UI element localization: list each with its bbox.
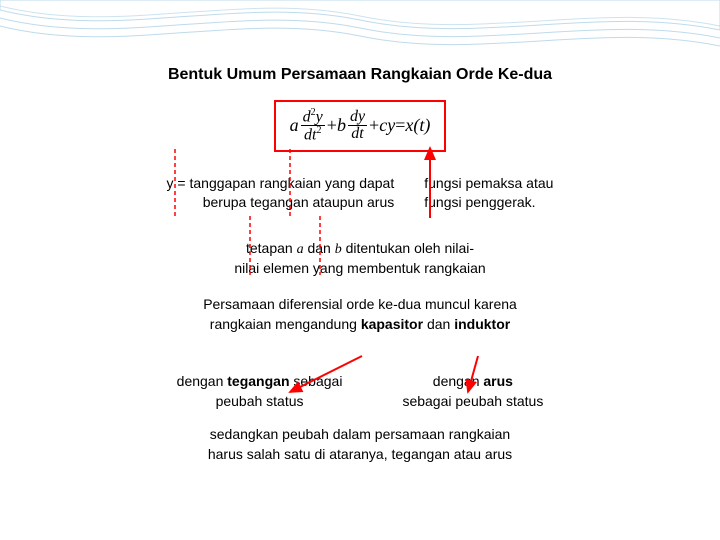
- induktor-text: induktor: [454, 316, 510, 332]
- final-l2: harus salah satu di ataranya, tegangan a…: [208, 446, 512, 462]
- force-l2: fungsi penggerak.: [424, 194, 535, 210]
- bl-1a: dengan: [177, 373, 228, 389]
- tegangan-status: dengan tegangan sebagai peubah status: [177, 372, 343, 411]
- paragraph-cap-ind: Persamaan diferensial orde ke-dua muncul…: [40, 295, 680, 334]
- plus1: +: [327, 115, 337, 136]
- force-l1: fungsi pemaksa atau: [424, 175, 553, 191]
- final-paragraph: sedangkan peubah dalam persamaan rangkai…: [40, 425, 680, 464]
- slide-title: Bentuk Umum Persamaan Rangkaian Orde Ke-…: [40, 66, 680, 84]
- p3-l2a: rangkaian mengandung: [210, 316, 361, 332]
- plus2: +: [369, 115, 379, 136]
- const-p2: dan: [304, 240, 335, 256]
- cy-term: cy: [379, 115, 395, 136]
- br-2: sebagai peubah status: [402, 393, 543, 409]
- const-p3: ditentukan oleh nilai-: [342, 240, 474, 256]
- y-sym: y: [316, 108, 323, 125]
- kapasitor-text: kapasitor: [361, 316, 423, 332]
- y-desc-l1: y = tanggapan rangkaian yang dapat: [167, 175, 395, 191]
- br-1a: dengan: [433, 373, 484, 389]
- br-1b: arus: [483, 373, 513, 389]
- dt-sym: dt: [304, 127, 316, 144]
- arus-status: dengan arus sebagai peubah status: [402, 372, 543, 411]
- p3-l1: Persamaan diferensial orde ke-dua muncul…: [203, 296, 517, 312]
- coef-a: a: [290, 115, 299, 136]
- dy-sym: dy: [348, 109, 367, 125]
- bl-2: peubah status: [216, 393, 304, 409]
- row-bottom-labels: dengan tegangan sebagai peubah status de…: [40, 372, 680, 411]
- frac-d2y-dt2: d2y dt2: [301, 108, 325, 144]
- y-description: y = tanggapan rangkaian yang dapat berup…: [167, 174, 395, 213]
- forcing-description: fungsi pemaksa atau fungsi penggerak.: [424, 174, 553, 213]
- equation: a d2y dt2 + b dy dt + cy = x(t): [290, 108, 431, 144]
- coef-b: b: [337, 115, 346, 136]
- frac-dy-dt: dy dt: [348, 109, 367, 142]
- y-desc-l2: berupa tegangan ataupun arus: [203, 194, 395, 210]
- p3-l2b: dan: [423, 316, 454, 332]
- const-p4: nilai elemen yang membentuk rangkaian: [234, 260, 485, 276]
- equation-wrapper: a d2y dt2 + b dy dt + cy = x(t): [40, 100, 680, 152]
- equals: =: [395, 115, 405, 136]
- sup2b: 2: [316, 125, 321, 136]
- dt2-sym: dt: [349, 126, 365, 142]
- slide-content: Bentuk Umum Persamaan Rangkaian Orde Ke-…: [0, 0, 720, 465]
- equation-box: a d2y dt2 + b dy dt + cy = x(t): [274, 100, 447, 152]
- bl-1c: sebagai: [290, 373, 343, 389]
- d-sym: d: [303, 108, 311, 125]
- const-a: a: [297, 242, 304, 257]
- const-p1: tetapan: [246, 240, 297, 256]
- const-b: b: [335, 242, 342, 257]
- final-l1: sedangkan peubah dalam persamaan rangkai…: [210, 426, 510, 442]
- constants-description: tetapan a dan b ditentukan oleh nilai- n…: [40, 239, 680, 279]
- bl-1b: tegangan: [227, 373, 289, 389]
- xt-term: x(t): [405, 115, 430, 136]
- row-labels-1: y = tanggapan rangkaian yang dapat berup…: [40, 174, 680, 213]
